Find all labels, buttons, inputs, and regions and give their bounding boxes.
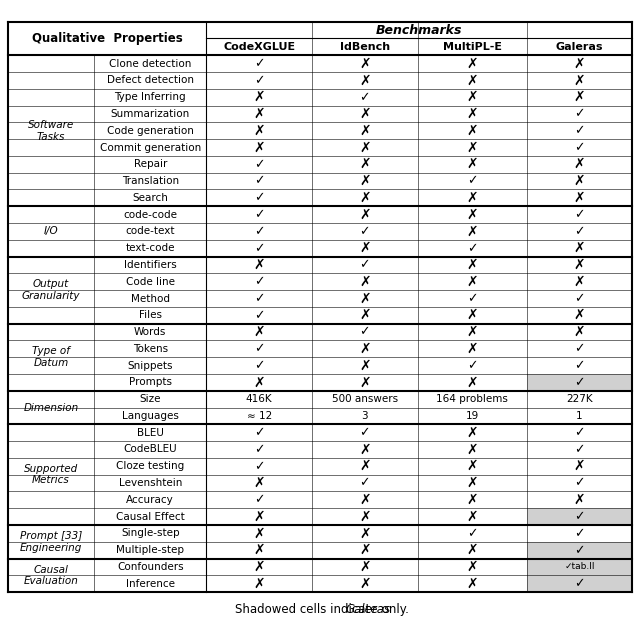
Text: ✗: ✗ <box>359 73 371 87</box>
Text: ✗: ✗ <box>253 325 265 339</box>
Text: ✗: ✗ <box>359 107 371 121</box>
Text: ✗: ✗ <box>573 241 585 255</box>
Bar <box>527 559 632 575</box>
Text: Type Inferring: Type Inferring <box>115 92 186 102</box>
Text: ✓: ✓ <box>574 359 585 372</box>
Text: text-code: text-code <box>125 243 175 253</box>
Text: ✗: ✗ <box>467 191 478 205</box>
Text: Translation: Translation <box>122 176 179 186</box>
Text: ✗: ✗ <box>359 174 371 188</box>
Text: ✗: ✗ <box>253 90 265 104</box>
Text: ✓: ✓ <box>254 359 264 372</box>
Text: Method: Method <box>131 293 170 304</box>
Text: ✓: ✓ <box>574 124 585 137</box>
Text: ✓: ✓ <box>574 141 585 154</box>
Text: ✓: ✓ <box>574 510 585 523</box>
Text: ✗: ✗ <box>467 258 478 272</box>
Text: ✗: ✗ <box>467 73 478 87</box>
Text: Prompt [33]
Engineering: Prompt [33] Engineering <box>20 531 82 552</box>
Text: ✗: ✗ <box>253 577 265 591</box>
Text: ✓: ✓ <box>467 359 477 372</box>
Text: CodeBLEU: CodeBLEU <box>124 445 177 454</box>
Text: ✗: ✗ <box>467 560 478 574</box>
Text: Search: Search <box>132 193 168 203</box>
Text: ✓: ✓ <box>574 443 585 456</box>
Text: Single-step: Single-step <box>121 528 180 538</box>
Text: Levenshtein: Levenshtein <box>118 478 182 488</box>
Text: Shadowed cells indicate: Shadowed cells indicate <box>235 603 381 616</box>
Text: ✗: ✗ <box>573 73 585 87</box>
Text: ✗: ✗ <box>467 124 478 138</box>
Text: MultiPL-E: MultiPL-E <box>443 42 502 52</box>
Text: ✗: ✗ <box>467 493 478 507</box>
Text: 416K: 416K <box>246 394 273 404</box>
Text: ✗: ✗ <box>467 543 478 557</box>
Text: ✗: ✗ <box>467 459 478 473</box>
Text: ✗: ✗ <box>467 308 478 322</box>
Text: ✗: ✗ <box>359 510 371 524</box>
Text: ✗: ✗ <box>467 208 478 221</box>
Text: ✓: ✓ <box>360 477 370 490</box>
Text: ✓: ✓ <box>360 426 370 439</box>
Text: code-text: code-text <box>125 226 175 236</box>
Text: ✗: ✗ <box>253 124 265 138</box>
Text: ✗: ✗ <box>467 90 478 104</box>
Text: ✗: ✗ <box>467 510 478 524</box>
Text: ✓: ✓ <box>254 192 264 205</box>
Text: Galeras: Galeras <box>346 603 390 616</box>
Text: ✓: ✓ <box>254 158 264 170</box>
Text: ✗: ✗ <box>359 459 371 473</box>
Text: Type of
Datum: Type of Datum <box>32 347 70 368</box>
Text: Code line: Code line <box>125 277 175 286</box>
Text: Languages: Languages <box>122 411 179 421</box>
Text: ✗: ✗ <box>573 258 585 272</box>
Text: ✓: ✓ <box>254 443 264 456</box>
Text: ✗: ✗ <box>359 358 371 373</box>
Text: ✗: ✗ <box>253 543 265 557</box>
Text: ✓: ✓ <box>360 326 370 339</box>
Text: ✗: ✗ <box>467 443 478 456</box>
Text: ✗: ✗ <box>359 191 371 205</box>
Text: Prompts: Prompts <box>129 378 172 388</box>
Text: ✗: ✗ <box>573 275 585 289</box>
Text: ✓: ✓ <box>254 292 264 305</box>
Text: Confounders: Confounders <box>117 562 184 572</box>
Text: Accuracy: Accuracy <box>126 495 174 505</box>
Text: ✗: ✗ <box>573 157 585 171</box>
Text: ✗: ✗ <box>359 141 371 154</box>
Text: ≈ 12: ≈ 12 <box>246 411 272 421</box>
Text: ✓: ✓ <box>254 426 264 439</box>
Text: ✓: ✓ <box>254 225 264 238</box>
Text: ✗: ✗ <box>467 141 478 154</box>
Text: ✓: ✓ <box>574 426 585 439</box>
Text: ✗: ✗ <box>359 56 371 71</box>
Text: 3: 3 <box>362 411 368 421</box>
Text: ✗: ✗ <box>253 258 265 272</box>
Text: ✗: ✗ <box>467 577 478 591</box>
Text: ✗: ✗ <box>359 543 371 557</box>
Text: ✗: ✗ <box>359 526 371 541</box>
Text: ✓: ✓ <box>574 544 585 557</box>
Text: ✓: ✓ <box>254 57 264 70</box>
Text: ✗: ✗ <box>359 208 371 221</box>
Text: ✗: ✗ <box>359 375 371 389</box>
Text: ✗: ✗ <box>467 56 478 71</box>
Text: ✗: ✗ <box>467 375 478 389</box>
Text: ✓: ✓ <box>254 74 264 87</box>
Text: Supported
Metrics: Supported Metrics <box>24 464 78 485</box>
Text: ✓: ✓ <box>254 175 264 188</box>
Text: code-code: code-code <box>124 210 177 219</box>
Text: Galeras: Galeras <box>556 42 604 52</box>
Text: ✗: ✗ <box>467 107 478 121</box>
Text: ✗: ✗ <box>359 493 371 507</box>
Text: ✗: ✗ <box>253 510 265 524</box>
Text: Cloze testing: Cloze testing <box>116 461 184 471</box>
Text: I/O: I/O <box>44 226 58 236</box>
Text: ✗: ✗ <box>253 375 265 389</box>
Text: 1: 1 <box>576 411 583 421</box>
Text: ✗: ✗ <box>573 325 585 339</box>
Text: ✓: ✓ <box>254 275 264 288</box>
Text: ✗: ✗ <box>573 493 585 507</box>
Text: ✗: ✗ <box>573 459 585 473</box>
Text: Benchmarks: Benchmarks <box>376 24 463 37</box>
